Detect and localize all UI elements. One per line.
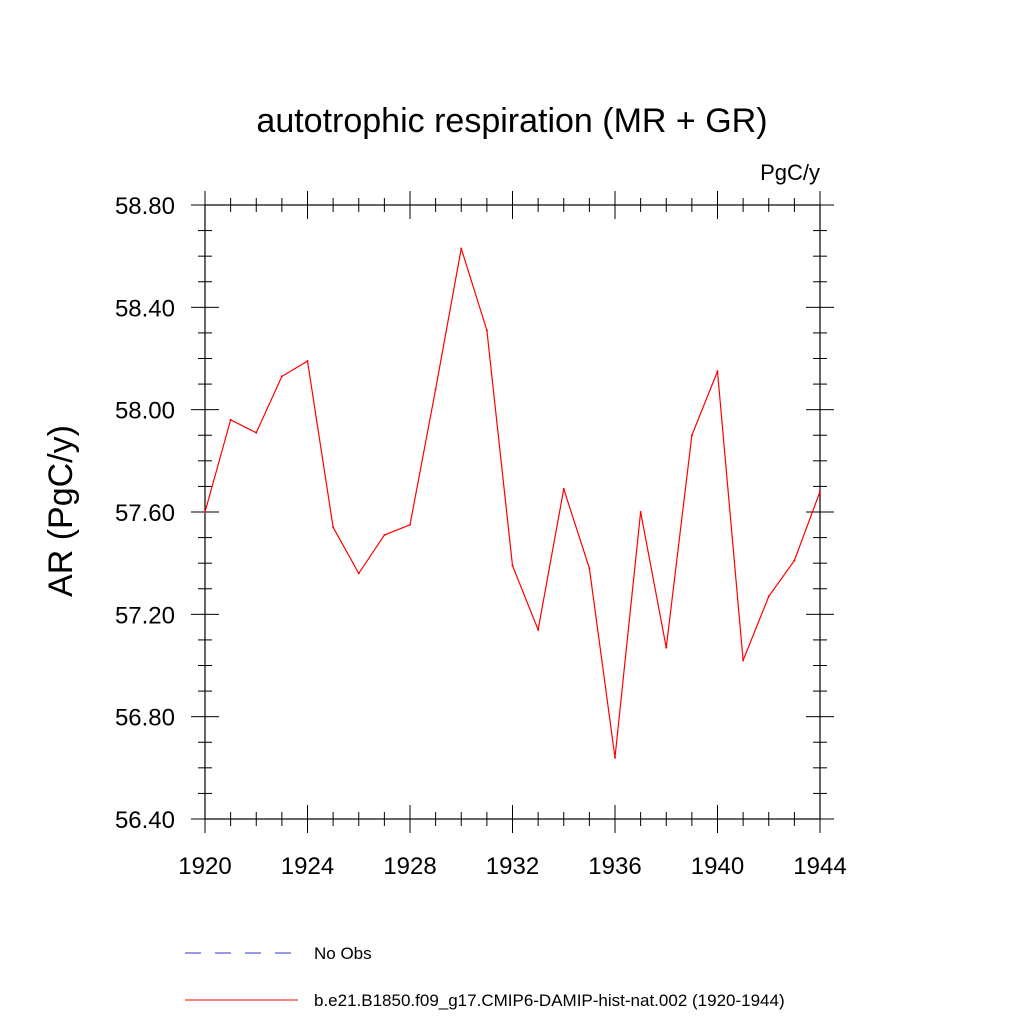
data-point <box>588 567 591 570</box>
y-tick-label: 58.80 <box>115 193 175 220</box>
units-label: PgC/y <box>760 160 820 185</box>
axes: 1920 1924 1928 1932 1936 1940 1944 56.40 56.80 57… <box>115 191 847 880</box>
x-tick-label: 1944 <box>793 853 846 880</box>
legend-label: No Obs <box>314 944 372 963</box>
data-point <box>537 628 540 631</box>
y-tick-label: 58.00 <box>115 398 175 425</box>
data-point <box>255 431 258 434</box>
data-point <box>639 511 642 513</box>
chart-title: autotrophic respiration (MR + GR) <box>256 102 767 140</box>
x-tick-label: 1924 <box>281 853 334 880</box>
y-tick-label: 58.40 <box>115 295 175 322</box>
x-tick-label: 1940 <box>691 853 744 880</box>
data-point <box>204 511 206 513</box>
data-point <box>434 388 437 391</box>
data-point <box>460 247 463 250</box>
data-point <box>690 434 693 437</box>
plot-frame <box>204 204 821 820</box>
x-tick-label: 1932 <box>486 853 539 880</box>
data-point <box>742 659 745 662</box>
y-tick-label: 56.40 <box>115 807 175 834</box>
data-point <box>793 559 796 562</box>
data-point <box>665 646 668 649</box>
series-layer <box>204 247 821 759</box>
legend-label: b.e21.B1850.f09_g17.CMIP6-DAMIP-hist-nat… <box>314 991 785 1010</box>
x-tick-label: 1928 <box>383 853 436 880</box>
data-point <box>383 534 386 537</box>
data-point <box>306 360 309 363</box>
x-tick-label: 1936 <box>588 853 641 880</box>
data-point <box>357 572 360 575</box>
y-tick-label: 56.80 <box>115 705 175 732</box>
data-point <box>409 523 411 526</box>
data-point <box>280 375 283 378</box>
data-point <box>562 487 565 490</box>
series-line <box>204 248 821 758</box>
data-point <box>511 564 514 567</box>
data-point <box>716 370 719 373</box>
data-point <box>332 526 335 529</box>
x-tick-label: 1920 <box>178 853 231 880</box>
legend: No Obs b.e21.B1850.f09_g17.CMIP6-DAMIP-hi… <box>185 944 785 1010</box>
y-tick-label: 57.20 <box>115 602 175 629</box>
data-point <box>229 418 232 421</box>
y-axis-label: AR (PgC/y) <box>42 425 80 597</box>
data-point <box>767 595 770 598</box>
data-point <box>614 756 616 759</box>
y-tick-label: 57.60 <box>115 500 175 527</box>
data-point <box>819 490 821 493</box>
data-point <box>485 329 488 332</box>
